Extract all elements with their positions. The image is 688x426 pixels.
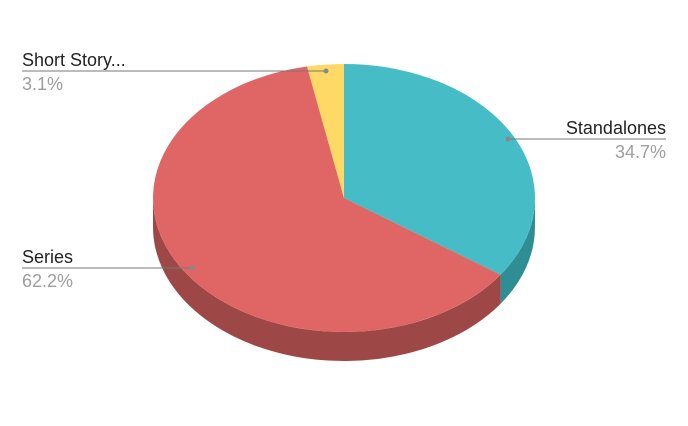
slice-short-story[interactable]: [307, 64, 344, 198]
slice-label: Series: [22, 247, 73, 267]
slice-label: Standalones: [566, 118, 666, 138]
slice-percent: 3.1%: [22, 74, 63, 94]
label-standalones: Standalones 34.7%: [505, 118, 666, 162]
slice-label: Short Story...: [22, 50, 126, 70]
label-series: Series 62.2%: [22, 247, 195, 291]
slice-side: [153, 198, 501, 361]
slice-side: [500, 198, 535, 304]
label-short-story: Short Story... 3.1%: [22, 50, 329, 94]
slice-percent: 34.7%: [615, 142, 666, 162]
slice-standalones[interactable]: [344, 64, 535, 275]
slice-percent: 62.2%: [22, 271, 73, 291]
slice-series[interactable]: [152, 66, 501, 332]
